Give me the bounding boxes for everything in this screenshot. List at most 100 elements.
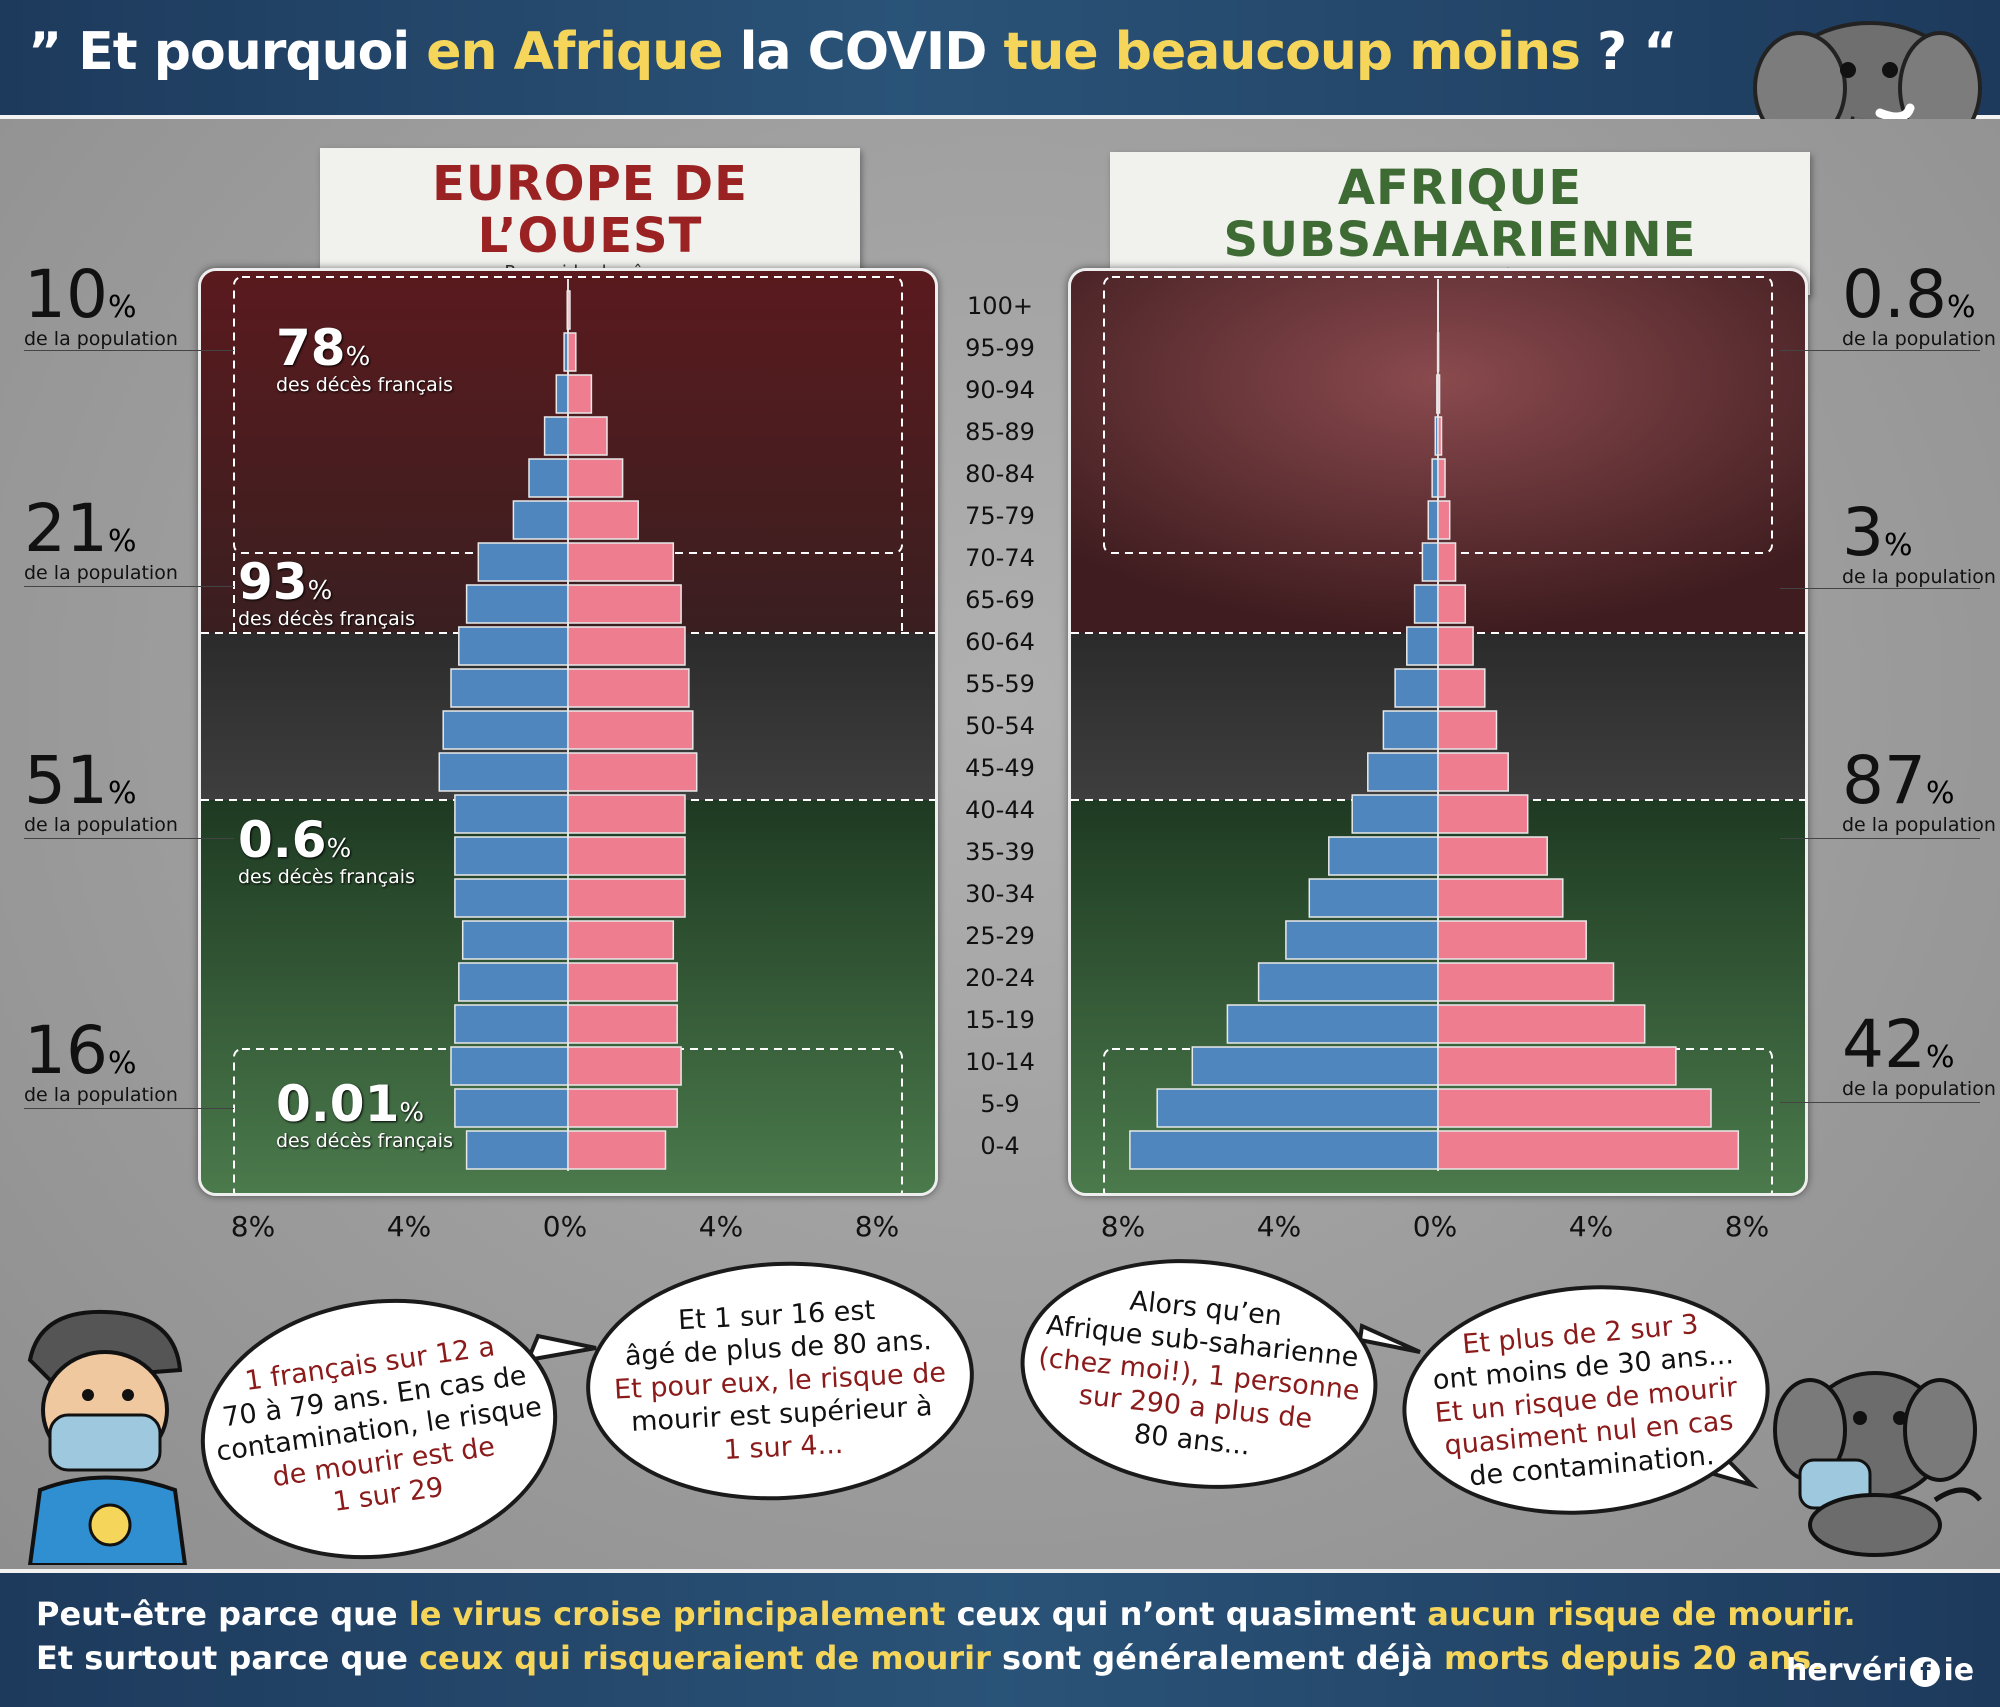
footer-highlight: morts depuis 20 ans. xyxy=(1444,1639,1823,1677)
bar-male-5-9 xyxy=(455,1089,568,1127)
bar-male-40-44 xyxy=(455,795,568,833)
bar-male-25-29 xyxy=(463,921,568,959)
bar-female-30-34 xyxy=(1438,879,1563,917)
bar-male-10-14 xyxy=(451,1047,568,1085)
bar-female-40-44 xyxy=(1438,795,1528,833)
footer-text: Et surtout parce que xyxy=(36,1639,419,1677)
age-label: 15-19 xyxy=(945,1006,1055,1034)
bar-female-10-14 xyxy=(568,1047,681,1085)
af-stat-3: 87% de la population xyxy=(1842,748,1996,836)
bar-female-50-54 xyxy=(1438,711,1497,749)
bar-female-5-9 xyxy=(1438,1089,1711,1127)
x-tick-label: 8% xyxy=(1083,1210,1163,1243)
x-tick-label: 8% xyxy=(213,1210,293,1243)
x-tick-label: 4% xyxy=(1551,1210,1631,1243)
footer-text: ceux qui n’ont quasiment xyxy=(945,1595,1427,1633)
footer-line-2: Et surtout parce que ceux qui risqueraie… xyxy=(36,1639,1823,1677)
bar-female-70-74 xyxy=(568,543,673,581)
africa-pyramid xyxy=(1071,271,1805,1193)
bar-female-85-89 xyxy=(1438,417,1442,455)
stat-value: 10 xyxy=(24,256,108,333)
bar-male-20-24 xyxy=(459,963,568,1001)
baby-elephant-icon xyxy=(1765,1350,1990,1560)
bar-female-90-94 xyxy=(568,375,591,413)
stat-unit: % xyxy=(108,776,137,811)
bar-female-0-4 xyxy=(1438,1131,1738,1169)
age-label: 25-29 xyxy=(945,922,1055,950)
stat-label: de la population xyxy=(24,814,178,836)
bar-male-65-69 xyxy=(467,585,568,623)
bar-male-35-39 xyxy=(455,837,568,875)
bar-female-0-4 xyxy=(568,1131,666,1169)
europe-title: EUROPE DE L’OUEST xyxy=(350,158,830,262)
bar-female-75-79 xyxy=(1438,501,1450,539)
eu-death-4: 0.01% des décès français xyxy=(276,1078,453,1152)
stat-label: de la population xyxy=(1842,1078,1996,1100)
x-tick-label: 4% xyxy=(1239,1210,1319,1243)
title-part: ? “ xyxy=(1580,22,1677,82)
x-tick-label: 4% xyxy=(369,1210,449,1243)
bar-male-20-24 xyxy=(1259,963,1438,1001)
bar-male-50-54 xyxy=(443,711,568,749)
death-value: 78 xyxy=(276,319,346,377)
stat-label: de la population xyxy=(1842,328,1996,350)
age-label: 65-69 xyxy=(945,586,1055,614)
bar-male-45-49 xyxy=(439,753,568,791)
title-part: la COVID xyxy=(723,22,1004,82)
bar-female-20-24 xyxy=(1438,963,1614,1001)
stat-value: 3 xyxy=(1842,494,1884,571)
europe-pyramid xyxy=(201,271,935,1193)
death-label: des décès français xyxy=(276,1130,453,1152)
age-label: 20-24 xyxy=(945,964,1055,992)
footer-text: Peut-être parce que xyxy=(36,1595,409,1633)
bar-male-30-34 xyxy=(1309,879,1438,917)
doctor-character-icon xyxy=(10,1300,200,1565)
death-value: 0.6 xyxy=(238,811,327,869)
bar-female-15-19 xyxy=(568,1005,677,1043)
bar-male-0-4 xyxy=(467,1131,568,1169)
age-label: 45-49 xyxy=(945,754,1055,782)
age-label: 10-14 xyxy=(945,1048,1055,1076)
stat-unit: % xyxy=(1926,1040,1955,1075)
stat-unit: % xyxy=(108,1046,137,1081)
age-label: 50-54 xyxy=(945,712,1055,740)
title-highlight: en Afrique xyxy=(426,22,722,82)
stat-value: 21 xyxy=(24,490,108,567)
bar-female-60-64 xyxy=(1438,627,1473,665)
stat-value: 51 xyxy=(24,742,108,819)
x-tick-label: 4% xyxy=(681,1210,761,1243)
stat-line xyxy=(24,838,234,839)
stat-label: de la population xyxy=(24,562,178,584)
bubble-text: 1 sur 4... xyxy=(723,1428,844,1465)
x-tick-label: 8% xyxy=(837,1210,917,1243)
bar-male-50-54 xyxy=(1383,711,1438,749)
age-label: 5-9 xyxy=(945,1090,1055,1118)
death-unit: % xyxy=(399,1098,424,1128)
brand-text: ie xyxy=(1943,1653,1974,1688)
eu-death-3: 0.6% des décès français xyxy=(238,814,415,888)
bar-male-55-59 xyxy=(451,669,568,707)
stat-unit: % xyxy=(108,290,137,325)
bar-male-0-4 xyxy=(1130,1131,1438,1169)
bar-female-70-74 xyxy=(1438,543,1456,581)
footer-bar: Peut-être parce que le virus croise prin… xyxy=(0,1569,2000,1707)
age-label: 30-34 xyxy=(945,880,1055,908)
footer-highlight: le virus croise principalement xyxy=(409,1595,946,1633)
bar-male-65-69 xyxy=(1415,585,1438,623)
bar-female-60-64 xyxy=(568,627,685,665)
bar-female-35-39 xyxy=(568,837,685,875)
age-label: 80-84 xyxy=(945,460,1055,488)
bar-male-5-9 xyxy=(1157,1089,1438,1127)
facebook-icon[interactable]: f xyxy=(1910,1657,1940,1687)
stat-line xyxy=(24,1108,234,1109)
x-tick-label: 8% xyxy=(1707,1210,1787,1243)
bar-female-45-49 xyxy=(1438,753,1508,791)
footer-text: sont généralement déjà xyxy=(991,1639,1444,1677)
age-label: 40-44 xyxy=(945,796,1055,824)
bar-male-15-19 xyxy=(455,1005,568,1043)
death-value: 93 xyxy=(238,553,308,611)
bar-female-30-34 xyxy=(568,879,685,917)
title-bar: ” Et pourquoi en Afrique la COVID tue be… xyxy=(0,0,2000,119)
death-unit: % xyxy=(327,834,352,864)
africa-title: AFRIQUE SUBSAHARIENNE xyxy=(1140,162,1780,266)
